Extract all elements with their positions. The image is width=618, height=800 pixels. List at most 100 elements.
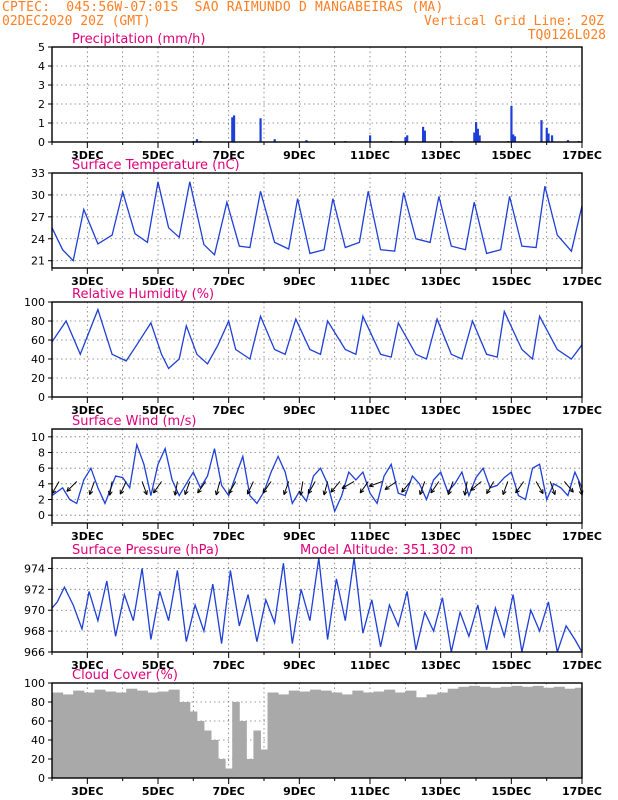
cloud-column xyxy=(447,688,459,778)
wind-arrow xyxy=(51,481,60,495)
precip-bar xyxy=(545,127,548,142)
y-tick-label: 60 xyxy=(31,715,45,728)
precip-bar xyxy=(231,117,234,142)
y-tick-label: 4 xyxy=(38,60,45,73)
precip-bar xyxy=(478,135,481,142)
cloud-column xyxy=(239,721,247,778)
wind-arrow xyxy=(384,481,397,491)
cloud-column xyxy=(341,694,353,778)
cloud-column xyxy=(564,688,576,778)
grid-note: Vertical Grid Line: 20Z xyxy=(423,14,604,29)
x-tick-label: 3DEC xyxy=(71,659,103,672)
precip-bar xyxy=(510,105,513,142)
x-tick-label: 13DEC xyxy=(421,404,461,417)
wind-arrow xyxy=(153,481,162,494)
x-tick-label: 15DEC xyxy=(491,785,531,798)
y-tick-label: 10 xyxy=(31,431,45,444)
x-tick-label: 5DEC xyxy=(142,785,174,798)
cloud-column xyxy=(426,694,438,778)
x-tick-label: 15DEC xyxy=(491,659,531,672)
y-tick-label: 100 xyxy=(24,296,45,309)
cloud-column xyxy=(521,686,534,778)
x-tick-label: 5DEC xyxy=(142,275,174,288)
y-tick-label: 100 xyxy=(24,677,45,690)
x-tick-label: 3DEC xyxy=(71,530,103,543)
cloud-column xyxy=(62,694,74,778)
precip-bar xyxy=(566,140,570,142)
wind-arrow xyxy=(359,481,369,494)
cloud-column xyxy=(83,692,95,778)
cloud-column xyxy=(179,702,191,778)
wind-arrow xyxy=(419,481,426,495)
cloud-column xyxy=(384,689,396,778)
cloud-column xyxy=(52,692,64,778)
precip-bar xyxy=(422,126,425,142)
y-tick-label: 4 xyxy=(38,478,45,491)
y-tick-label: 27 xyxy=(31,211,45,224)
precip-bar xyxy=(369,135,372,142)
temp-frame xyxy=(51,172,583,269)
wind-arrow xyxy=(430,481,440,494)
y-tick-label: 970 xyxy=(24,604,45,617)
precip-bar xyxy=(540,120,543,142)
y-tick-label: 1 xyxy=(38,117,45,130)
precip-bar xyxy=(305,140,308,142)
x-tick-label: 7DEC xyxy=(212,785,244,798)
x-tick-label: 13DEC xyxy=(421,659,461,672)
wind-arrow xyxy=(447,481,454,495)
x-tick-label: 15DEC xyxy=(491,275,531,288)
pressure-frame xyxy=(51,557,583,653)
cloud-column xyxy=(574,687,583,778)
precip-bar xyxy=(512,134,515,142)
model-altitude: Model Altitude: 351.302 m xyxy=(300,543,473,558)
wind-arrow xyxy=(549,481,556,495)
cloud-column xyxy=(468,685,481,778)
x-tick-label: 17DEC xyxy=(562,659,602,672)
wind-arrow xyxy=(246,481,254,495)
x-tick-label: 17DEC xyxy=(562,404,602,417)
y-tick-label: 80 xyxy=(31,315,45,328)
x-tick-label: 3DEC xyxy=(71,404,103,417)
y-tick-label: 6 xyxy=(38,462,45,475)
y-tick-label: 2 xyxy=(38,494,45,507)
cloud-column xyxy=(458,686,470,778)
wind-arrow xyxy=(88,481,95,495)
cloud-column xyxy=(331,692,343,778)
wind-arrow xyxy=(214,481,221,496)
y-tick-label: 33 xyxy=(31,167,45,180)
x-tick-label: 11DEC xyxy=(350,149,390,162)
cloud-column xyxy=(479,686,491,778)
x-tick-label: 17DEC xyxy=(562,530,602,543)
wind-arrow xyxy=(577,481,584,496)
wind-arrow xyxy=(141,481,148,495)
wind-arrow xyxy=(401,481,412,493)
x-tick-label: 15DEC xyxy=(491,149,531,162)
cloud-column xyxy=(73,690,85,778)
cloud-column xyxy=(94,689,106,778)
x-tick-label: 13DEC xyxy=(421,785,461,798)
x-tick-label: 7DEC xyxy=(212,530,244,543)
run-date: 02DEC2020 20Z (GMT) xyxy=(2,14,151,29)
rh-frame xyxy=(51,301,583,398)
x-tick-label: 9DEC xyxy=(283,275,315,288)
wind-arrow xyxy=(470,481,482,491)
x-tick-label: 7DEC xyxy=(212,659,244,672)
y-tick-label: 21 xyxy=(31,255,45,268)
x-tick-label: 9DEC xyxy=(283,149,315,162)
x-tick-label: 13DEC xyxy=(421,149,461,162)
y-tick-label: 5 xyxy=(38,41,45,54)
cloud-column xyxy=(543,687,555,778)
cloud-column xyxy=(218,759,226,778)
x-tick-label: 5DEC xyxy=(142,404,174,417)
x-tick-label: 3DEC xyxy=(71,275,103,288)
x-tick-label: 13DEC xyxy=(421,275,461,288)
cloud-column xyxy=(211,740,219,778)
cloud-column xyxy=(168,689,180,778)
wind-arrow xyxy=(486,481,495,495)
panel-title: Cloud Cover (%) xyxy=(72,668,178,683)
wind-arrow xyxy=(298,481,304,496)
cloud-column xyxy=(260,749,269,778)
cloud-column xyxy=(196,721,205,778)
x-tick-label: 7DEC xyxy=(212,149,244,162)
precip-bar xyxy=(476,128,479,142)
